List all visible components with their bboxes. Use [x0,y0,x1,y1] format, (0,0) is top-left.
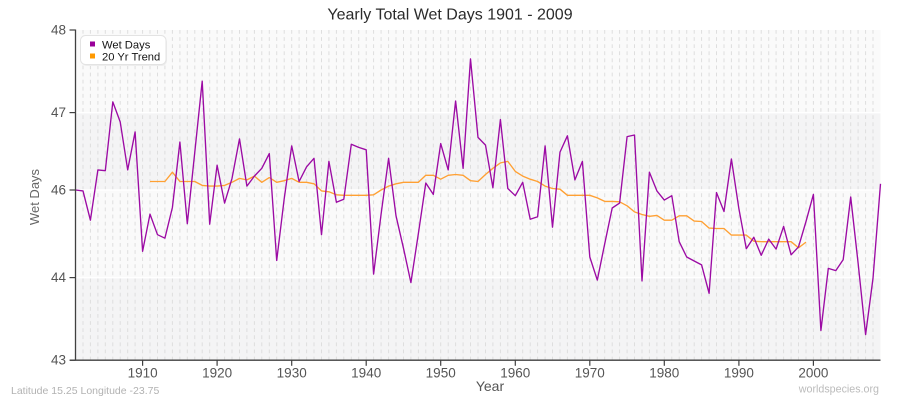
svg-text:48: 48 [51,23,66,38]
svg-text:46: 46 [51,183,66,198]
svg-text:47: 47 [51,105,66,120]
svg-text:43: 43 [51,353,66,368]
svg-text:worldspecies.org: worldspecies.org [798,384,879,396]
svg-text:Latitude 15.25 Longitude -23.7: Latitude 15.25 Longitude -23.75 [11,385,159,397]
svg-text:44: 44 [51,270,67,285]
svg-text:1930: 1930 [277,366,307,381]
svg-text:1950: 1950 [426,366,456,381]
svg-text:Wet Days: Wet Days [102,40,151,52]
svg-text:1970: 1970 [575,366,605,381]
svg-text:Year: Year [476,378,505,394]
svg-text:20 Yr Trend: 20 Yr Trend [102,52,160,64]
svg-text:Yearly Total Wet Days 1901 - 2: Yearly Total Wet Days 1901 - 2009 [327,7,572,24]
svg-text:1980: 1980 [649,366,679,381]
svg-text:1960: 1960 [500,366,530,381]
svg-text:2000: 2000 [798,366,828,381]
svg-text:1920: 1920 [202,366,232,381]
svg-text:1940: 1940 [351,366,381,381]
svg-text:1910: 1910 [128,366,158,381]
svg-text:Wet Days: Wet Days [27,168,42,225]
svg-text:1990: 1990 [724,366,754,381]
